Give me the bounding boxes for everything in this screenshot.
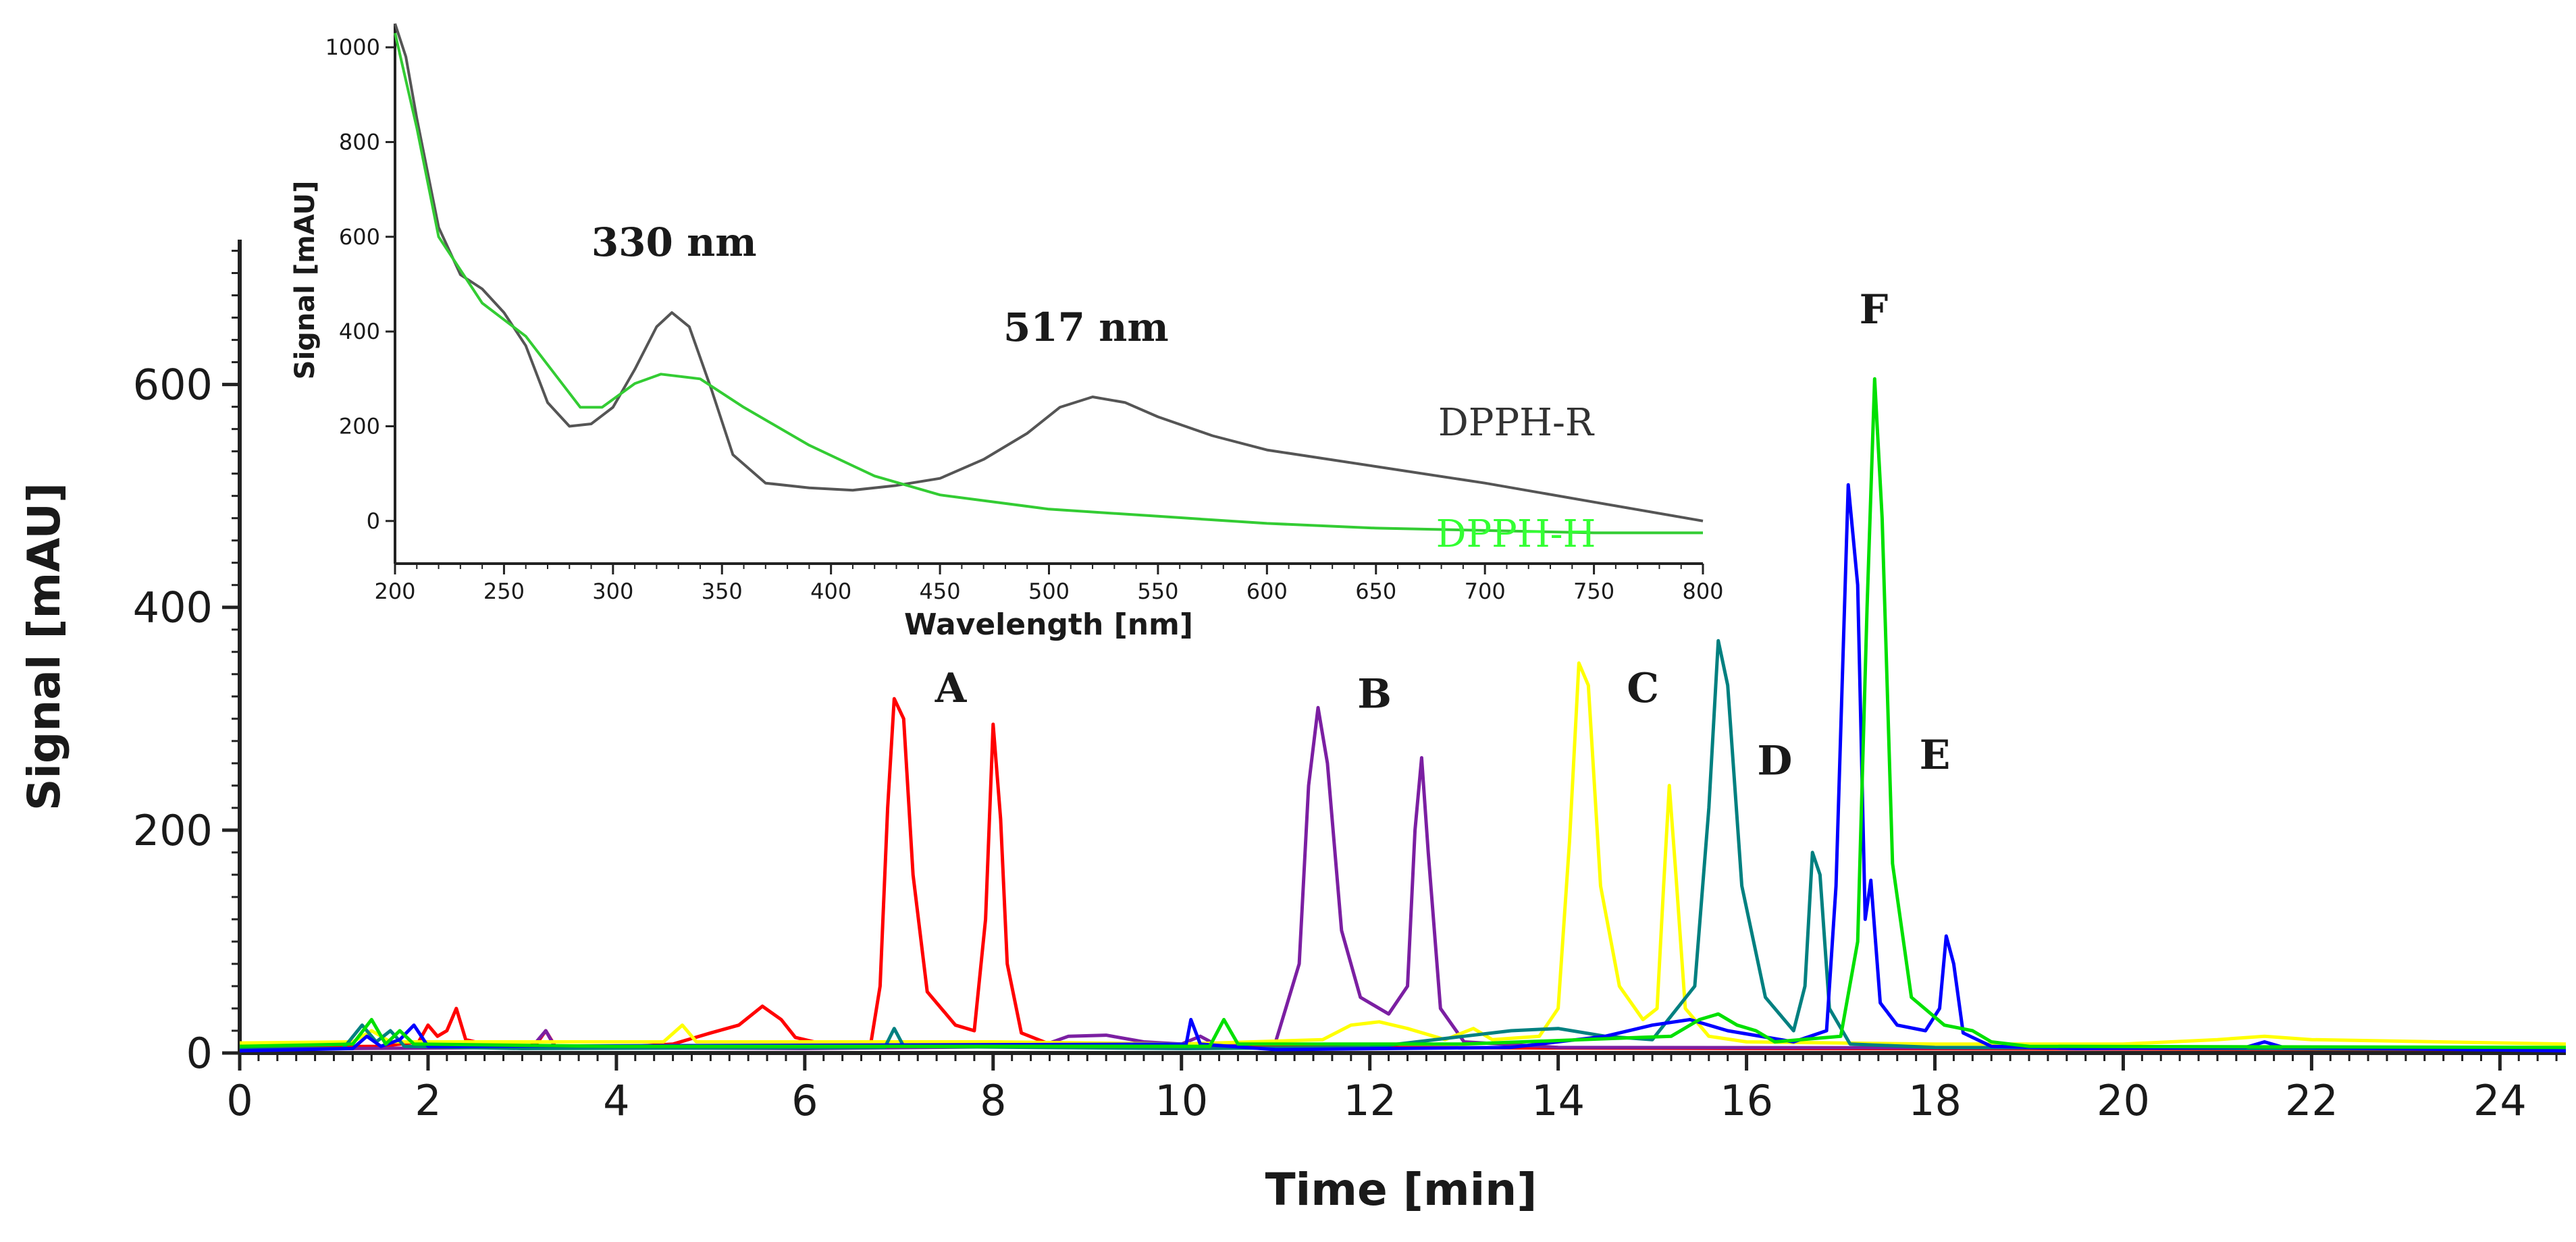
main-x-tick-label: 18 xyxy=(1908,1076,1962,1125)
main-y-tick-label: 200 xyxy=(133,806,213,855)
peak-label-e: E xyxy=(1920,732,1951,779)
inset-y-tick-label: 1000 xyxy=(325,34,380,60)
main-x-tick-label: 8 xyxy=(980,1076,1006,1125)
inset-x-ticks: 200 250 300 350 400 450 500 550 600 650 700 750 800 xyxy=(374,564,1724,604)
inset-series-group xyxy=(394,23,1704,535)
inset-x-tick-label: 600 xyxy=(1246,578,1288,604)
inset-y-axis-title: Signal [mAU] xyxy=(290,181,321,380)
inset-x-tick-label: 700 xyxy=(1465,578,1506,604)
main-x-tick-label: 16 xyxy=(1720,1076,1773,1125)
main-x-axis-title: Time [min] xyxy=(1265,1164,1537,1216)
main-peak-labels: A B C D E F xyxy=(935,286,1951,785)
inset-y-tick-label: 0 xyxy=(367,508,380,534)
inset-x-tick-label: 350 xyxy=(702,578,743,604)
inset-uv-spectrum: 200 250 300 350 400 450 500 550 600 650 700 750 800 … xyxy=(290,23,1724,642)
inset-x-tick-label: 450 xyxy=(920,578,961,604)
main-y-ticks: 0 200 400 600 xyxy=(133,360,240,1078)
inset-line-dpph-h xyxy=(394,32,1703,535)
inset-y-tick-label: 200 xyxy=(339,413,380,439)
peak-label-f: F xyxy=(1860,286,1889,333)
main-x-tick-label: 22 xyxy=(2285,1076,2338,1125)
main-y-tick-label: 600 xyxy=(133,360,213,410)
legend-dpph-r: DPPH-R xyxy=(1438,401,1595,445)
wavelength-annotation: 517 nm xyxy=(1003,304,1169,350)
inset-x-tick-label: 200 xyxy=(374,578,415,604)
main-x-ticks: 0 2 4 6 8 10 12 14 16 18 20 22 24 xyxy=(226,1053,2527,1125)
main-x-tick-label: 20 xyxy=(2097,1076,2150,1125)
inset-x-tick-label: 250 xyxy=(483,578,525,604)
series-line-f xyxy=(239,377,2567,1050)
series-line-c xyxy=(239,661,2567,1046)
peak-label-d: D xyxy=(1757,737,1792,784)
main-y-tick-label: 0 xyxy=(186,1029,213,1078)
inset-x-tick-label: 750 xyxy=(1573,578,1614,604)
inset-y-ticks: 0 200 400 600 800 1000 xyxy=(325,34,395,534)
main-y-minor-ticks xyxy=(232,250,240,1054)
inset-x-tick-label: 300 xyxy=(592,578,633,604)
inset-x-tick-label: 650 xyxy=(1355,578,1396,604)
main-x-tick-label: 4 xyxy=(603,1076,629,1125)
main-x-tick-label: 12 xyxy=(1343,1076,1396,1125)
main-x-tick-label: 14 xyxy=(1531,1076,1585,1125)
peak-label-a: A xyxy=(935,665,968,712)
inset-x-tick-label: 500 xyxy=(1028,578,1070,604)
inset-line-dpph-r xyxy=(394,23,1704,522)
main-x-tick-label: 24 xyxy=(2473,1076,2527,1125)
legend-dpph-h: DPPH-H xyxy=(1436,512,1596,556)
inset-y-tick-label: 400 xyxy=(339,319,380,344)
wavelength-annotation: 330 nm xyxy=(592,219,757,265)
main-y-axis-title: Signal [mAU] xyxy=(18,483,70,811)
main-x-tick-label: 10 xyxy=(1155,1076,1208,1125)
main-series-group xyxy=(239,377,2567,1053)
inset-y-tick-label: 600 xyxy=(339,224,380,250)
main-x-tick-label: 6 xyxy=(791,1076,818,1125)
peak-label-c: C xyxy=(1627,665,1659,712)
main-x-tick-label: 2 xyxy=(415,1076,441,1125)
peak-label-b: B xyxy=(1357,670,1392,718)
inset-x-tick-label: 550 xyxy=(1137,578,1178,604)
inset-x-axis-title: Wavelength [nm] xyxy=(904,608,1193,642)
main-y-tick-label: 400 xyxy=(133,583,213,632)
inset-x-tick-label: 800 xyxy=(1682,578,1723,604)
inset-annotations: 330 nm 517 nm xyxy=(592,219,1169,350)
main-x-tick-label: 0 xyxy=(226,1076,253,1125)
inset-y-tick-label: 800 xyxy=(339,129,380,155)
inset-x-tick-label: 400 xyxy=(810,578,851,604)
